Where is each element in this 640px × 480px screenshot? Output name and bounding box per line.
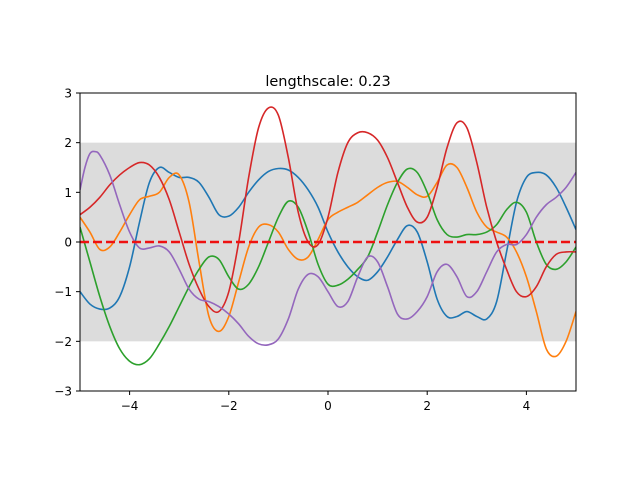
- sample-lines: [80, 106, 576, 366]
- y-tick-label: 1: [64, 186, 72, 200]
- x-tick-label: −4: [121, 399, 139, 413]
- y-tick-label: −3: [54, 385, 72, 399]
- sample-line-1: [80, 166, 576, 321]
- y-axis: −3 −2 −1 0 1 2 3: [54, 87, 80, 399]
- y-tick-label: 0: [64, 236, 72, 250]
- x-axis: −4 −2 0 2 4: [121, 391, 530, 413]
- y-tick-label: −2: [54, 335, 72, 349]
- sample-line-4: [80, 106, 576, 314]
- sample-line-3: [80, 167, 576, 366]
- chart-title: lengthscale: 0.23: [265, 74, 390, 90]
- x-tick-label: 2: [423, 399, 431, 413]
- y-tick-label: 3: [64, 87, 72, 101]
- y-tick-label: −1: [54, 285, 72, 299]
- plot-area: [80, 106, 576, 366]
- y-tick-label: 2: [64, 136, 72, 150]
- x-tick-label: 4: [523, 399, 531, 413]
- x-tick-label: −2: [220, 399, 238, 413]
- x-tick-label: 0: [324, 399, 332, 413]
- sample-line-5: [80, 150, 576, 347]
